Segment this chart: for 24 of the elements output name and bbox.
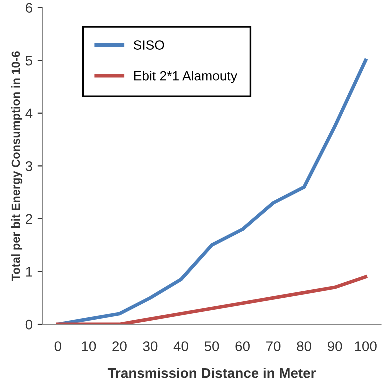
y-tick-label: 2: [26, 214, 32, 224]
line-series: [56, 58, 368, 325]
legend-label: Ebit 2*1 Alamouty: [134, 71, 238, 84]
x-tick-label: 70: [266, 342, 281, 352]
x-tick-label: 0: [54, 342, 62, 352]
y-tick-label: 5: [26, 56, 32, 66]
x-tick-label: 10: [82, 342, 96, 352]
legend-label: SISO: [134, 40, 164, 50]
x-axis-title: Transmission Distance in Meter: [108, 368, 316, 378]
y-tick-label: 4: [26, 108, 33, 118]
y-tick-label: 3: [26, 162, 32, 172]
x-tick-label: 40: [174, 342, 188, 352]
y-tick-label: 1: [26, 267, 32, 277]
x-tick-label: 90: [328, 342, 342, 352]
y-tick-label: 0: [26, 320, 33, 330]
x-tick-label: 50: [204, 342, 220, 352]
y-axis-title: Total per bit Energy Consumption in 10-6: [12, 52, 23, 282]
y-tick-label: 6: [26, 3, 32, 13]
x-tick-label: 100: [355, 342, 377, 352]
x-tick-label: 30: [143, 342, 158, 352]
x-tick-label: 20: [112, 342, 127, 352]
x-tick-label: 60: [236, 342, 250, 352]
line-series: [56, 275, 368, 325]
x-tick-label: 80: [297, 342, 312, 352]
